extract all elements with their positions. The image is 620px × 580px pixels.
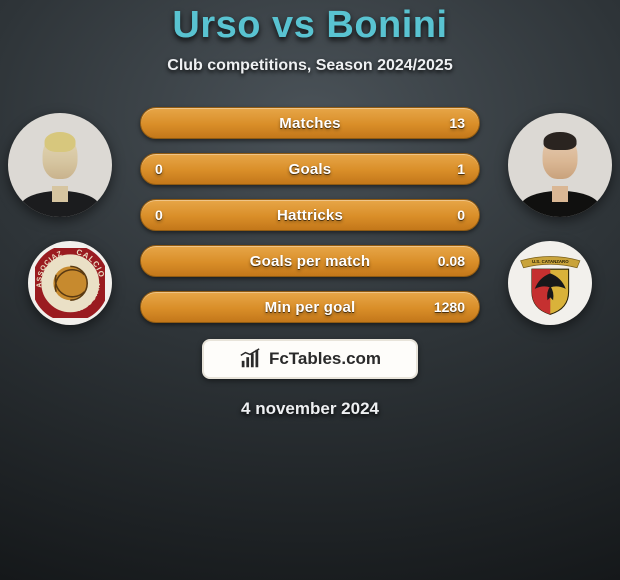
player-left-avatar: [8, 113, 112, 217]
stats-area: CALCIO ASSOCIAZ. REGGIANA U.S. CATANZARO: [0, 103, 620, 333]
crest-banner-text: U.S. CATANZARO: [532, 259, 569, 264]
watermark-text: FcTables.com: [269, 349, 381, 369]
stat-value-right: 0.08: [438, 253, 465, 269]
bar-chart-icon: [239, 348, 261, 370]
stat-value-right: 13: [449, 115, 465, 131]
club-right-crest: U.S. CATANZARO: [508, 241, 592, 325]
stat-value-right: 1: [457, 161, 465, 177]
infographic-root: Urso vs Bonini Club competitions, Season…: [0, 0, 620, 580]
player-right-avatar: [508, 113, 612, 217]
stat-pill: Matches 13: [140, 107, 480, 139]
page-subtitle: Club competitions, Season 2024/2025: [167, 57, 452, 75]
stat-pill: 0 Hattricks 0: [140, 199, 480, 231]
stat-pill-list: Matches 13 0 Goals 1 0 Hattricks 0 Goals per mat…: [140, 107, 480, 323]
stat-pill: Min per goal 1280: [140, 291, 480, 323]
reggiana-crest-icon: CALCIO ASSOCIAZ. REGGIANA: [35, 248, 106, 319]
club-left-crest: CALCIO ASSOCIAZ. REGGIANA: [28, 241, 112, 325]
stat-value-left: 0: [155, 161, 163, 177]
stat-pill: Goals per match 0.08: [140, 245, 480, 277]
catanzaro-crest-icon: U.S. CATANZARO: [515, 248, 586, 319]
stat-value-left: 0: [155, 207, 163, 223]
page-title: Urso vs Bonini: [172, 4, 447, 47]
stat-pill: 0 Goals 1: [140, 153, 480, 185]
stat-label: Hattricks: [277, 207, 343, 224]
player-silhouette-icon: [24, 132, 97, 217]
stat-value-right: 0: [457, 207, 465, 223]
stat-label: Goals: [289, 161, 332, 178]
stat-value-right: 1280: [434, 299, 465, 315]
stat-label: Goals per match: [250, 253, 371, 270]
stat-label: Matches: [279, 115, 340, 132]
stat-label: Min per goal: [265, 299, 356, 316]
player-silhouette-icon: [524, 132, 597, 217]
infographic-date: 4 november 2024: [241, 399, 379, 419]
watermark-badge: FcTables.com: [202, 339, 418, 379]
